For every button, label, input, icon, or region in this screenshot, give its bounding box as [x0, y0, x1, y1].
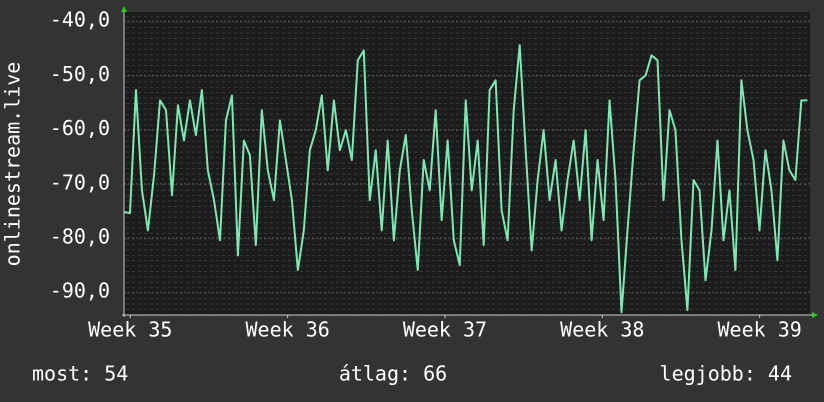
x-tick-label: Week 39	[718, 318, 802, 342]
y-tick-label: -50,0	[50, 62, 110, 86]
y-tick-label: -90,0	[50, 279, 110, 303]
x-tick-label: Week 38	[560, 318, 644, 342]
y-tick-label: -70,0	[50, 170, 110, 194]
data-line	[123, 44, 808, 314]
y-axis-label: onlinestream.live	[1, 62, 25, 267]
stat-best: legjobb: 44	[660, 362, 792, 386]
x-tick-label: Week 37	[403, 318, 487, 342]
x-tick-label: Week 36	[245, 318, 329, 342]
stat-average: átlag: 66	[339, 362, 447, 386]
y-tick-label: -60,0	[50, 116, 110, 140]
stat-current: most: 54	[32, 362, 128, 386]
x-tick-label: Week 35	[88, 318, 172, 342]
y-arrow	[121, 6, 127, 12]
plot-texture	[124, 12, 810, 315]
x-arrow	[812, 312, 818, 318]
y-tick-label: -80,0	[50, 225, 110, 249]
y-tick-label: -40,0	[50, 8, 110, 32]
